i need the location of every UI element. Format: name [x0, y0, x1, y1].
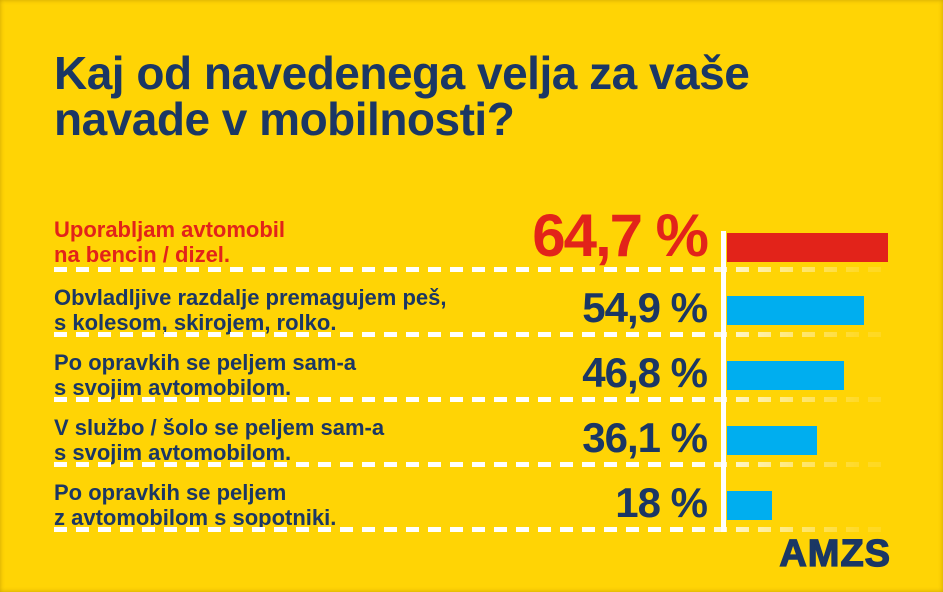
bar-petrol-diesel-car — [727, 233, 888, 262]
value-label: 18 % — [615, 479, 708, 526]
value-label: 46,8 % — [582, 349, 708, 396]
value-label: 36,1 % — [582, 414, 708, 461]
dashed-separator — [54, 397, 890, 402]
chart-row-petrol-diesel-car: Uporabljam avtomobil na bencin / dizel. … — [0, 202, 943, 272]
bar-errands-with-passengers — [727, 491, 772, 520]
dashed-separator — [54, 267, 890, 272]
dashed-separator — [54, 332, 890, 337]
chart-row-errands-with-passengers: Po opravkih se peljem z avtomobilom s so… — [0, 467, 943, 532]
category-label: Obvladljive razdalje premagujem peš, s k… — [54, 285, 447, 335]
dashed-separator — [54, 462, 890, 467]
dashed-separator — [54, 527, 890, 532]
category-label: Uporabljam avtomobil na bencin / dizel. — [54, 217, 286, 267]
amzs-logo: AMZS — [779, 532, 891, 575]
page-title-line2: navade v mobilnosti? — [54, 93, 515, 145]
bar-walk-bike-scooter — [727, 296, 864, 325]
chart-row-errands-alone: Po opravkih se peljem sam-a s svojim avt… — [0, 337, 943, 402]
category-label: Po opravkih se peljem z avtomobilom s so… — [54, 480, 337, 530]
chart-row-walk-bike-scooter: Obvladljive razdalje premagujem peš, s k… — [0, 272, 943, 337]
value-label: 64,7 % — [532, 202, 709, 269]
category-label: Po opravkih se peljem sam-a s svojim avt… — [54, 350, 357, 400]
axis-baseline — [721, 231, 726, 532]
chart-row-commute-alone: V službo / šolo se peljem sam-a s svojim… — [0, 402, 943, 467]
bar-commute-alone — [727, 426, 817, 455]
bar-errands-alone — [727, 361, 844, 390]
category-label: V službo / šolo se peljem sam-a s svojim… — [54, 415, 385, 465]
page-title: Kaj od navedenega velja za vaše navade v… — [54, 47, 750, 145]
value-label: 54,9 % — [582, 284, 708, 331]
page-title-line1: Kaj od navedenega velja za vaše — [54, 47, 750, 99]
